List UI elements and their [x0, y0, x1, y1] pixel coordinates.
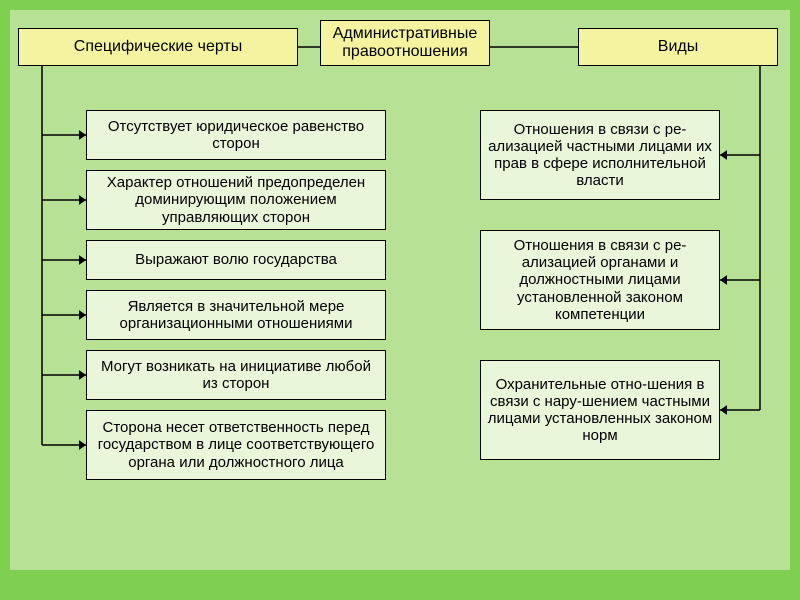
- left-item: Отсутствует юридическое равенство сторон: [86, 110, 386, 160]
- right-item: Отношения в связи с ре-ализацией частным…: [480, 110, 720, 200]
- header-specific-traits: Специфические черты: [18, 28, 298, 66]
- left-item-label: Сторона несет ответственность перед госу…: [93, 419, 379, 471]
- right-item-label: Отношения в связи с ре-ализацией органам…: [487, 237, 713, 323]
- left-item: Выражают волю государства: [86, 240, 386, 280]
- header-right-label: Виды: [658, 38, 698, 56]
- right-item-label: Охранительные отно-шения в связи с нару-…: [487, 376, 713, 445]
- left-item-label: Отсутствует юридическое равенство сторон: [93, 118, 379, 153]
- header-admin-relations: Административные правоотношения: [320, 20, 490, 66]
- right-item: Охранительные отно-шения в связи с нару-…: [480, 360, 720, 460]
- right-item-label: Отношения в связи с ре-ализацией частным…: [487, 121, 713, 190]
- right-item: Отношения в связи с ре-ализацией органам…: [480, 230, 720, 330]
- header-left-label: Специфические черты: [74, 38, 242, 56]
- left-item-label: Характер отношений предопределен доминир…: [93, 174, 379, 226]
- left-item: Является в значительной мере организацио…: [86, 290, 386, 340]
- left-item-label: Выражают волю государства: [135, 251, 337, 268]
- header-types: Виды: [578, 28, 778, 66]
- left-item: Характер отношений предопределен доминир…: [86, 170, 386, 230]
- left-item-label: Могут возникать на инициативе любой из с…: [93, 358, 379, 393]
- left-item: Могут возникать на инициативе любой из с…: [86, 350, 386, 400]
- header-center-label: Административные правоотношения: [327, 25, 483, 62]
- left-item: Сторона несет ответственность перед госу…: [86, 410, 386, 480]
- left-item-label: Является в значительной мере организацио…: [93, 298, 379, 333]
